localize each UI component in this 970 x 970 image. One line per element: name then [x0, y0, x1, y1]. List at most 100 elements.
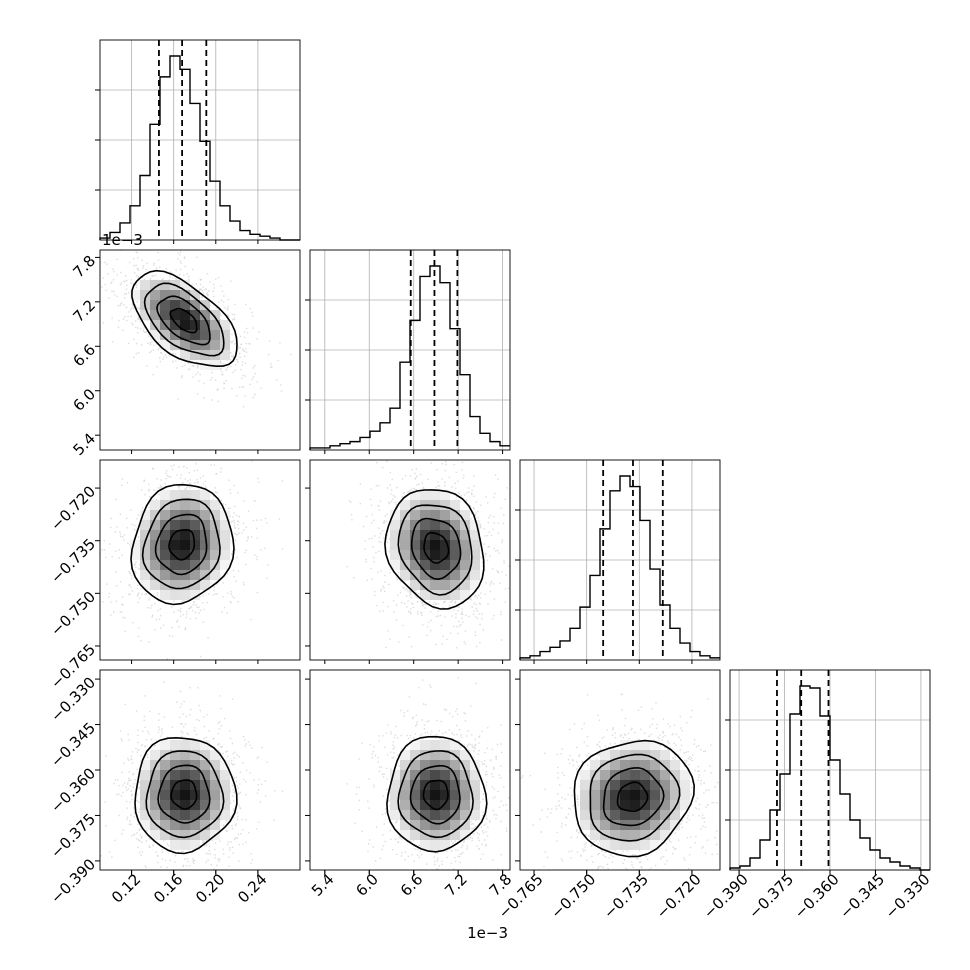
density-cell	[640, 810, 650, 820]
density-cell	[390, 790, 400, 800]
density-cell	[220, 560, 230, 570]
density-cell	[150, 520, 160, 530]
density-cell	[470, 780, 480, 790]
density-cell	[440, 820, 450, 830]
density-cell	[160, 300, 170, 310]
density-cell	[470, 800, 480, 810]
density-cell	[170, 590, 180, 600]
density-cell	[610, 820, 620, 830]
x-tick-label: −0.375	[745, 870, 797, 922]
density-cell	[410, 580, 420, 590]
density-cell	[190, 320, 200, 330]
density-cell	[410, 750, 420, 760]
density-cell	[140, 530, 150, 540]
density-cell	[190, 790, 200, 800]
density-cell	[160, 590, 170, 600]
density-cell	[180, 490, 190, 500]
x-tick-label: 5.4	[308, 870, 338, 900]
density-cell	[460, 780, 470, 790]
contour-line	[170, 779, 198, 810]
density-cell	[640, 780, 650, 790]
panel-frame	[99, 249, 301, 451]
contour-line	[157, 764, 211, 824]
density-cell	[190, 590, 200, 600]
density-cell	[220, 780, 230, 790]
density-cell	[170, 580, 180, 590]
density-cell	[190, 840, 200, 850]
density-cell	[630, 790, 640, 800]
density-cell	[170, 310, 180, 320]
density-cell	[600, 760, 610, 770]
density-cell	[430, 750, 440, 760]
panel-frame	[99, 459, 301, 661]
density-cell	[150, 830, 160, 840]
density-cell	[430, 770, 440, 780]
density-cell	[170, 300, 180, 310]
density-cell	[400, 800, 410, 810]
density-cell	[420, 800, 430, 810]
density-cell	[150, 810, 160, 820]
density-cell	[450, 570, 460, 580]
scatter-panel-0-3	[99, 669, 301, 871]
density-cell	[450, 560, 460, 570]
density-cell	[400, 510, 410, 520]
density-cell	[190, 760, 200, 770]
density-cell	[220, 350, 230, 360]
density-cell	[210, 340, 220, 350]
density-cell	[460, 790, 470, 800]
density-cell	[440, 540, 450, 550]
density-cell	[460, 510, 470, 520]
contour-line	[156, 295, 211, 346]
density-cell	[180, 800, 190, 810]
density-cell	[170, 540, 180, 550]
density-cell	[440, 530, 450, 540]
density-cell	[420, 520, 430, 530]
density-cell	[190, 750, 200, 760]
y-tick-label: 5.4	[69, 430, 99, 460]
density-cell	[210, 790, 220, 800]
density-cell	[460, 770, 470, 780]
scatter-points	[100, 250, 292, 408]
density-cell	[420, 490, 430, 500]
density-cell	[440, 830, 450, 840]
density-cell	[420, 560, 430, 570]
density-cell	[580, 820, 590, 830]
density-cell	[160, 830, 170, 840]
density-cell	[410, 760, 420, 770]
density-cell	[170, 550, 180, 560]
density-cell	[170, 530, 180, 540]
density-cell	[200, 540, 210, 550]
density-cell	[170, 560, 180, 570]
density-cell	[420, 550, 430, 560]
density-cell	[180, 740, 190, 750]
contour-line	[409, 764, 461, 825]
density-cell	[150, 790, 160, 800]
contour-line	[410, 517, 462, 581]
contour-line	[384, 489, 485, 610]
x-tick-label: 0.16	[150, 870, 186, 906]
density-cell	[660, 820, 670, 830]
density-cell	[190, 810, 200, 820]
density-cell	[630, 830, 640, 840]
density-cell	[220, 510, 230, 520]
panel-frame	[309, 249, 511, 451]
density-cell	[400, 520, 410, 530]
density-cell	[160, 780, 170, 790]
density-cell	[180, 300, 190, 310]
density-cell	[450, 520, 460, 530]
density-cell	[670, 820, 680, 830]
density-cell	[220, 540, 230, 550]
density-cell	[200, 790, 210, 800]
density-cell	[590, 800, 600, 810]
y-tick-label: −0.720	[47, 482, 99, 534]
density-cell	[640, 740, 650, 750]
density-cell	[200, 330, 210, 340]
density-cell	[650, 820, 660, 830]
density-cell	[190, 530, 200, 540]
density-cell	[180, 790, 190, 800]
density-cell	[600, 800, 610, 810]
density-cell	[650, 790, 660, 800]
density-cell	[390, 780, 400, 790]
density-cell	[660, 760, 670, 770]
density-cell	[650, 750, 660, 760]
